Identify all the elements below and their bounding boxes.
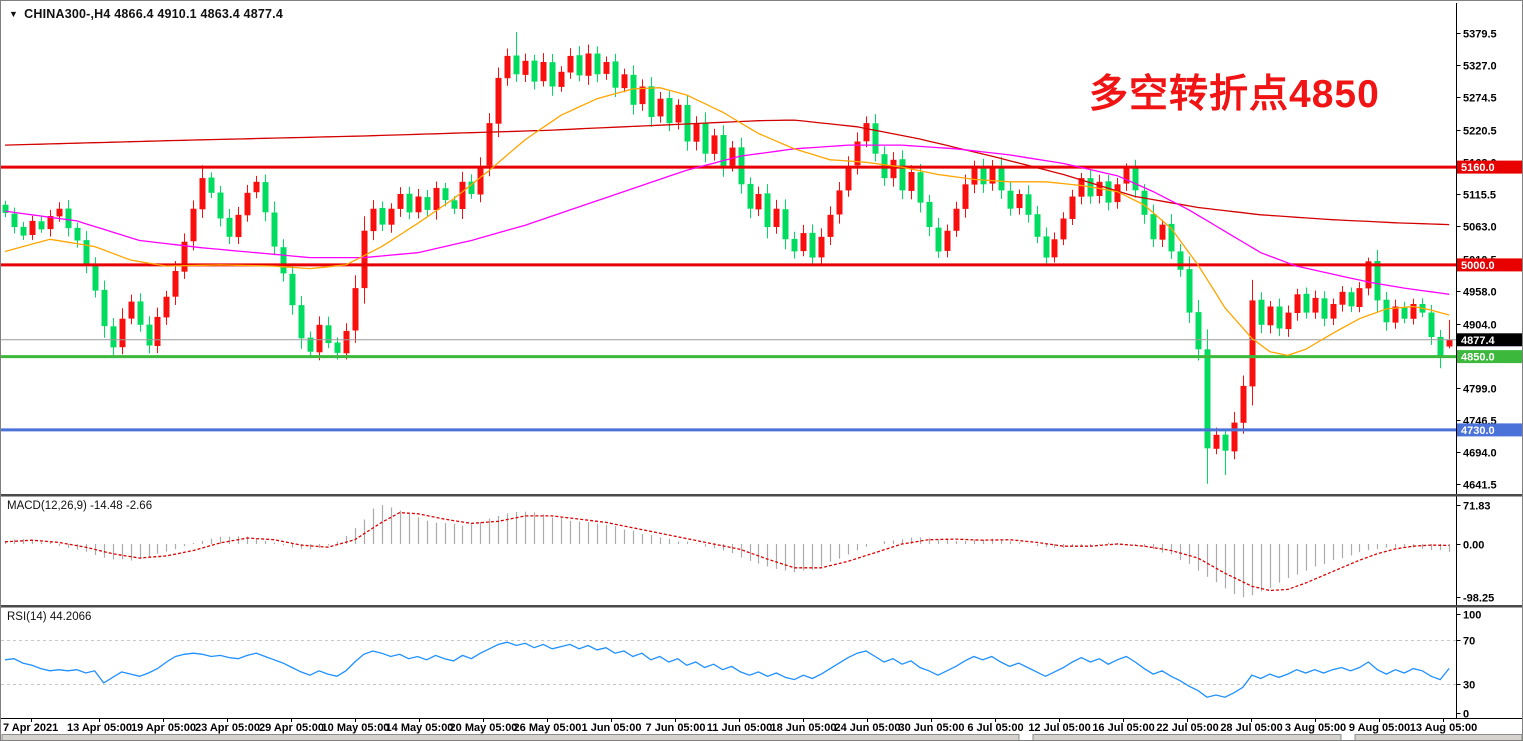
time-axis-label: 13 Aug 05:00 xyxy=(1410,722,1477,734)
svg-text:4850.0: 4850.0 xyxy=(1461,352,1495,364)
price-badge-4730.0: 4730.0 xyxy=(1457,423,1522,437)
price-badge-4877.4: 4877.4 xyxy=(1457,333,1522,347)
time-axis-label: 26 May 05:00 xyxy=(514,722,582,734)
rsi-tick-label: 30 xyxy=(1463,680,1475,692)
symbol-dropdown-icon[interactable]: ▼ xyxy=(9,9,19,19)
rsi-tick-label: 0 xyxy=(1463,709,1469,721)
time-axis-label: 6 Jul 05:00 xyxy=(967,722,1023,734)
macd-signal-line xyxy=(4,511,1450,592)
frame xyxy=(1,494,1522,740)
window-bottom-frame xyxy=(1032,734,1342,740)
time-axis-label: 16 Jul 05:00 xyxy=(1092,722,1154,734)
macd-indicator-label: MACD(12,26,9) -14.48 -2.66 xyxy=(7,500,153,512)
price-badge-5000.0: 5000.0 xyxy=(1457,258,1522,272)
symbol-ohlc-text: CHINA300-,H4 4866.4 4910.1 4863.4 4877.4 xyxy=(24,7,283,21)
price-tick-label: 4694.0 xyxy=(1463,448,1497,460)
moving-averages xyxy=(4,87,1450,357)
time-axis-label: 11 Jun 05:00 xyxy=(707,722,772,734)
time-axis-label: 29 Apr 05:00 xyxy=(259,722,324,734)
macd-panel xyxy=(4,505,1451,598)
time-axis-label: 9 Aug 05:00 xyxy=(1349,722,1410,734)
price-tick-label: 5327.0 xyxy=(1463,61,1497,73)
time-axis-label: 20 May 05:00 xyxy=(450,722,518,734)
price-tick-label: 4958.0 xyxy=(1463,287,1497,299)
price-tick-label: 4799.0 xyxy=(1463,384,1497,396)
time-axis-label: 24 Jun 05:00 xyxy=(834,722,900,734)
macd-tick-label: 71.83 xyxy=(1463,501,1491,513)
time-axis-label: 30 Jun 05:00 xyxy=(898,722,964,734)
time-axis-label: 13 Apr 05:00 xyxy=(67,722,132,734)
slow-ma-line xyxy=(4,119,1450,226)
price-tick-label: 5115.5 xyxy=(1463,190,1496,202)
price-tick-label: 5274.5 xyxy=(1463,93,1497,105)
price-badge-4850.0: 4850.0 xyxy=(1457,350,1522,364)
candlesticks xyxy=(2,32,1453,484)
price-tick-label: 4641.5 xyxy=(1463,480,1497,492)
time-axis-label: 7 Jun 05:00 xyxy=(646,722,706,734)
rsi-line xyxy=(4,641,1450,698)
annotation-text: 多空转折点4850 xyxy=(1089,73,1380,116)
window-bottom-frame xyxy=(1354,734,1522,740)
price-badge-5160.0: 5160.0 xyxy=(1457,160,1522,174)
svg-text:4877.4: 4877.4 xyxy=(1461,335,1496,347)
rsi-panel xyxy=(1,640,1456,698)
separator-main-macd xyxy=(1,494,1522,497)
time-axis-label: 12 Jul 05:00 xyxy=(1028,722,1090,734)
macd-tick-label: -98.25 xyxy=(1463,593,1494,605)
rsi-tick-label: 100 xyxy=(1463,610,1481,622)
svg-text:4730.0: 4730.0 xyxy=(1461,425,1495,437)
time-axis-label: 19 Apr 05:00 xyxy=(131,722,196,734)
price-axis: 5379.55327.05274.55220.55168.05115.55063… xyxy=(1456,3,1522,721)
rsi-tick-label: 70 xyxy=(1463,636,1475,648)
time-axis-label: 23 Apr 05:00 xyxy=(195,722,260,734)
rsi-indicator-label: RSI(14) 44.2066 xyxy=(7,611,92,623)
time-axis-label: 7 Apr 2021 xyxy=(3,722,58,734)
symbol-title: ▼ CHINA300-,H4 4866.4 4910.1 4863.4 4877.… xyxy=(9,7,283,21)
time-axis-label: 22 Jul 05:00 xyxy=(1156,722,1218,734)
time-axis-label: 3 Aug 05:00 xyxy=(1285,722,1346,734)
svg-text:5000.0: 5000.0 xyxy=(1461,260,1495,272)
time-axis-label: 18 Jun 05:00 xyxy=(770,722,836,734)
price-tick-label: 4904.0 xyxy=(1463,320,1497,332)
separator-macd-rsi xyxy=(1,605,1522,608)
svg-text:5160.0: 5160.0 xyxy=(1461,162,1495,174)
time-axis-label: 28 Jul 05:00 xyxy=(1220,722,1282,734)
price-tick-label: 5063.0 xyxy=(1463,222,1497,234)
time-axis-label: 10 May 05:00 xyxy=(322,722,390,734)
time-axis-label: 1 Jun 05:00 xyxy=(582,722,642,734)
fast-ma-line xyxy=(4,87,1450,357)
window-bottom-frame xyxy=(1,734,1020,740)
price-tick-label: 5379.5 xyxy=(1463,29,1497,41)
price-tick-label: 5220.5 xyxy=(1463,126,1497,138)
mid-ma-line xyxy=(4,144,1450,295)
time-axis-label: 14 May 05:00 xyxy=(386,722,454,734)
macd-tick-label: 0.00 xyxy=(1463,540,1484,552)
